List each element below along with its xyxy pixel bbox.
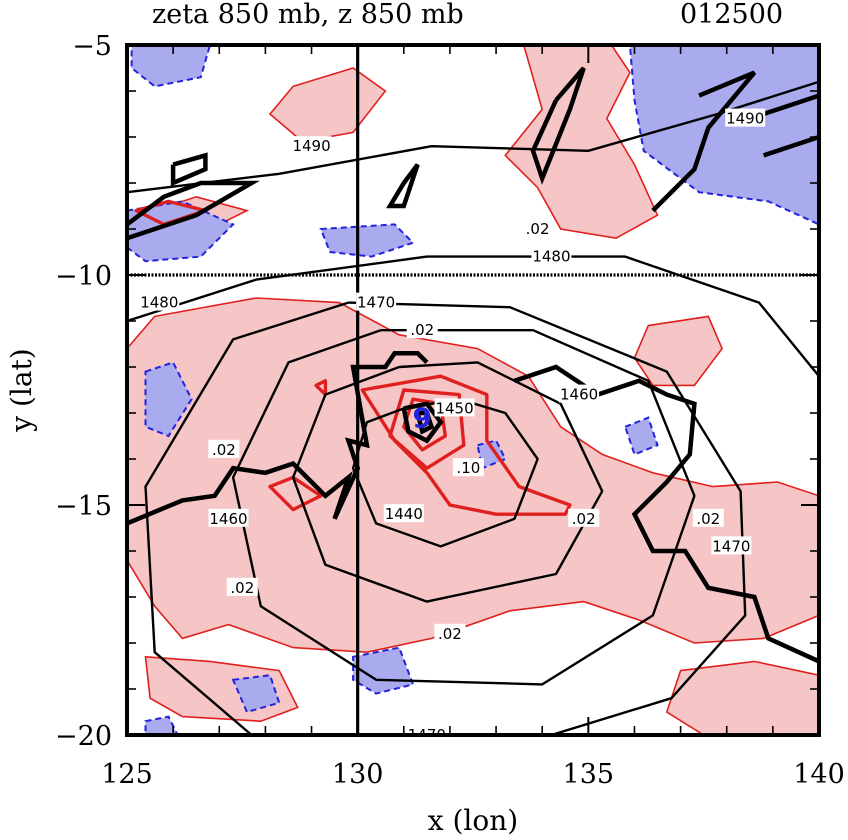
height-contour-label: 1470 xyxy=(408,726,446,744)
x-tick-label: 135 xyxy=(563,759,615,790)
strong-vorticity-contour xyxy=(314,379,328,397)
height-contour-label-background xyxy=(531,246,572,265)
x-tick-label: 125 xyxy=(101,759,153,790)
height-contour xyxy=(348,301,747,735)
vorticity-contour-label-background xyxy=(406,320,438,339)
negative-vorticity-region xyxy=(231,674,281,714)
x-tick-label: 130 xyxy=(332,759,384,790)
height-contour-label-background xyxy=(711,536,752,555)
vorticity-contour-label: .02 xyxy=(696,510,720,528)
reference-lines xyxy=(127,45,819,735)
x-tick-label: 140 xyxy=(793,759,845,790)
vorticity-contour-label: .02 xyxy=(410,321,434,339)
height-contour-label-background xyxy=(356,292,397,311)
plot-frame xyxy=(125,43,821,737)
thick-height-contour xyxy=(170,152,208,187)
vorticity-contour-label: .02 xyxy=(212,441,236,459)
strong-vorticity-contour xyxy=(268,475,323,512)
chart-timestamp: 012500 xyxy=(680,0,783,30)
height-contour xyxy=(144,301,349,735)
height-contour-label: 1480 xyxy=(140,294,178,312)
vorticity-contour-label: .10 xyxy=(456,459,480,477)
vorticity-contour-label-background xyxy=(522,219,554,237)
negative-vorticity-region xyxy=(144,715,179,735)
height-contour xyxy=(127,255,819,377)
height-contour-label-background xyxy=(291,136,332,155)
vorticity-contour-label: .02 xyxy=(526,220,550,238)
vorticity-contour-label-background xyxy=(208,439,240,458)
negative-vorticity-region xyxy=(352,646,415,695)
axis-ticks: 125 130 135 140 −5 −10 −15 −20 xyxy=(55,31,845,790)
vorticity-contour-label-background xyxy=(568,508,600,527)
height-contour-label: 1480 xyxy=(532,248,570,266)
height-contour xyxy=(291,361,604,603)
height-contour-label-background xyxy=(434,398,475,417)
thick-height-contour xyxy=(401,401,444,444)
thick-height-contour xyxy=(530,66,586,185)
vorticity-contour-label-background xyxy=(226,577,258,596)
height-contour-label-background xyxy=(383,504,424,523)
thick-height-contour xyxy=(415,410,435,435)
thick-height-contour xyxy=(513,364,819,664)
vorticity-center-label: 9 xyxy=(413,402,432,435)
height-contour-label: 1470 xyxy=(357,294,395,312)
vorticity-contour-label-background xyxy=(692,508,724,527)
strong-vorticity-contour xyxy=(360,374,572,516)
negative-vorticity-region xyxy=(144,361,193,438)
negative-vorticity-region xyxy=(319,223,415,258)
vorticity-contour-label-background xyxy=(452,458,484,477)
height-contour-label-background xyxy=(406,725,447,735)
y-tick-label: −20 xyxy=(55,721,112,752)
y-tick-label: −10 xyxy=(55,261,112,292)
vorticity-contour-label: .02 xyxy=(572,510,596,528)
negative-vorticity-region xyxy=(623,416,659,456)
height-contour-label-background xyxy=(725,108,766,127)
vorticity-contour-label: .02 xyxy=(438,625,462,643)
thick-height-contour xyxy=(386,163,420,209)
negative-vorticity-regions xyxy=(127,45,819,735)
height-contour xyxy=(231,329,696,686)
vorticity-contour-label: .02 xyxy=(230,579,254,597)
thick-height-contour xyxy=(762,134,819,158)
height-contour-label: 1470 xyxy=(712,537,750,555)
vorticity-contour-label-background xyxy=(434,623,466,642)
height-contours-thick xyxy=(127,66,819,664)
height-contour-label: 1440 xyxy=(385,505,423,523)
height-contour-label-background xyxy=(139,292,180,311)
height-contour-label: 1460 xyxy=(209,510,247,528)
strong-vorticity-contour xyxy=(388,388,466,470)
positive-vorticity-region xyxy=(665,660,819,735)
chart-title: zeta 850 mb, z 850 mb xyxy=(152,0,464,30)
y-tick-label: −5 xyxy=(72,31,112,62)
negative-vorticity-region xyxy=(628,45,819,226)
height-contour-label-background xyxy=(559,384,600,403)
x-axis-label: x (lon) xyxy=(428,804,518,837)
y-tick-label: −15 xyxy=(55,491,112,522)
height-contour-label-background xyxy=(208,508,249,527)
negative-vorticity-region xyxy=(127,200,235,263)
plot-area: 1440 1450 1460 1460 1470 1470 1470 1480 1480 1490… xyxy=(127,45,819,744)
thick-height-contour xyxy=(762,93,819,117)
contour-labels: 1440 1450 1460 1460 1470 1470 1470 1480 1480 1490… xyxy=(139,108,766,744)
thick-height-contour xyxy=(127,350,429,526)
height-contour-label: 1490 xyxy=(292,137,330,155)
thick-height-contour xyxy=(127,180,260,241)
height-contour-label: 1450 xyxy=(435,399,473,417)
height-contour-label: 1460 xyxy=(560,386,598,404)
thick-height-contour xyxy=(651,70,757,213)
y-axis-label: y (lat) xyxy=(5,348,38,432)
height-contour-label: 1490 xyxy=(726,110,764,128)
negative-vorticity-region xyxy=(130,45,212,88)
